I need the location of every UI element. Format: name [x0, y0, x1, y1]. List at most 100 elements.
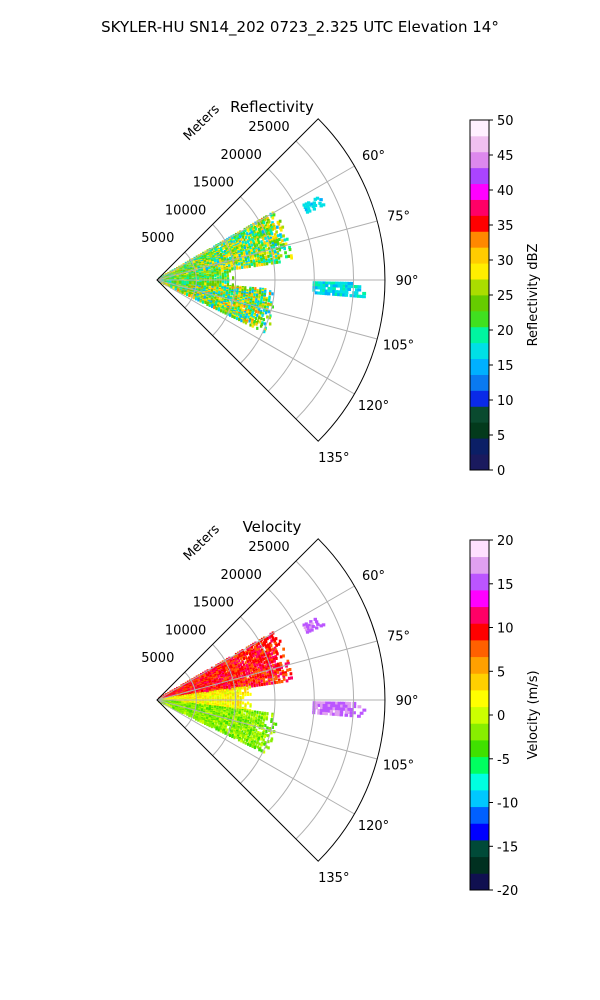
- echo-cell: [259, 673, 262, 677]
- echo-cell: [251, 243, 254, 247]
- echo-cell: [344, 293, 349, 297]
- echo-cell: [279, 241, 282, 245]
- echo-cell: [214, 260, 217, 264]
- echo-cell: [312, 201, 316, 205]
- echo-cell: [273, 261, 276, 265]
- echo-cell: [347, 287, 351, 291]
- echo-cell: [307, 207, 311, 211]
- echo-cell: [257, 719, 260, 723]
- echo-cell: [255, 308, 258, 312]
- echo-cell: [248, 733, 251, 737]
- echo-cell: [267, 310, 271, 314]
- echo-cell: [256, 263, 259, 267]
- echo-cell: [273, 659, 276, 663]
- echo-cell: [185, 293, 189, 297]
- echo-cell: [268, 670, 272, 674]
- echo-cell: [267, 225, 271, 229]
- echo-cell: [282, 243, 285, 247]
- echo-cell: [256, 673, 259, 677]
- echo-cell: [235, 261, 238, 265]
- echo-cell: [266, 654, 269, 658]
- echo-cell: [225, 247, 228, 251]
- echo-cell: [268, 295, 271, 299]
- echo-cell: [192, 296, 195, 300]
- echo-cell: [195, 297, 198, 301]
- echo-cell: [259, 253, 262, 257]
- echo-cell: [211, 701, 214, 705]
- echo-cell: [285, 237, 289, 241]
- echo-cell: [261, 289, 264, 293]
- echo-cell: [206, 282, 209, 286]
- echo-cell: [268, 292, 272, 296]
- echo-cell: [324, 289, 329, 293]
- echo-cell: [260, 323, 263, 327]
- echo-cell: [319, 198, 323, 202]
- echo-cell: [249, 323, 252, 327]
- echo-cell: [190, 708, 193, 712]
- echo-cell: [219, 296, 222, 300]
- echo-cell: [222, 246, 225, 250]
- echo-cell: [259, 666, 262, 670]
- echo-cell: [264, 639, 268, 643]
- echo-cell: [267, 665, 270, 669]
- echo-cell: [219, 692, 222, 696]
- echo-cell: [246, 712, 249, 716]
- echo-cell: [257, 738, 260, 742]
- echo-cell: [274, 648, 278, 652]
- echo-cell: [304, 208, 308, 212]
- echo-cell: [262, 730, 265, 734]
- echo-cell: [259, 721, 262, 725]
- echo-cell: [236, 656, 240, 660]
- echo-cell: [254, 245, 257, 249]
- echo-cell: [226, 678, 229, 682]
- echo-cell: [253, 669, 256, 673]
- echo-cell: [221, 280, 225, 284]
- echo-cell: [209, 282, 212, 286]
- echo-cell: [253, 710, 257, 714]
- echo-cell: [191, 678, 194, 682]
- echo-cell: [276, 652, 279, 656]
- echo-cell: [268, 669, 271, 673]
- echo-cell: [271, 714, 274, 718]
- echo-cell: [245, 236, 248, 240]
- echo-cell: [263, 680, 266, 684]
- echo-cell: [274, 675, 278, 679]
- echo-cell: [270, 238, 273, 242]
- echo-cell: [258, 223, 261, 227]
- angular-tick-label: 105°: [383, 339, 414, 354]
- echo-cell: [278, 680, 281, 684]
- echo-cell: [277, 664, 281, 668]
- echo-cell: [207, 711, 210, 715]
- echo-cell: [357, 294, 361, 298]
- echo-cell: [269, 235, 272, 239]
- echo-cell: [222, 295, 225, 299]
- echo-cell: [269, 314, 272, 318]
- echo-cell: [249, 659, 252, 663]
- echo-cell: [271, 221, 274, 225]
- echo-cell: [288, 248, 292, 252]
- echo-cell: [235, 672, 238, 676]
- echo-cell: [211, 693, 214, 697]
- echo-cell: [256, 657, 260, 661]
- echo-cell: [255, 669, 258, 673]
- echo-cell: [247, 315, 250, 319]
- echo-cell: [269, 656, 273, 660]
- echo-cell: [260, 299, 263, 303]
- echo-cell: [248, 252, 251, 256]
- echo-cell: [257, 300, 260, 304]
- echo-cell: [263, 291, 267, 295]
- echo-cell: [216, 304, 219, 308]
- echo-cell: [258, 742, 261, 746]
- echo-cell: [260, 261, 264, 265]
- echo-cell: [261, 734, 264, 738]
- echo-cell: [327, 292, 331, 296]
- echo-cell: [267, 740, 270, 744]
- echo-cell: [261, 294, 264, 298]
- echo-cell: [266, 217, 269, 221]
- echo-cell: [307, 201, 311, 205]
- echo-cell: [261, 304, 264, 308]
- echo-cell: [228, 709, 231, 713]
- echo-cell: [245, 652, 249, 656]
- echo-cell: [274, 722, 278, 726]
- echo-cell: [264, 303, 267, 307]
